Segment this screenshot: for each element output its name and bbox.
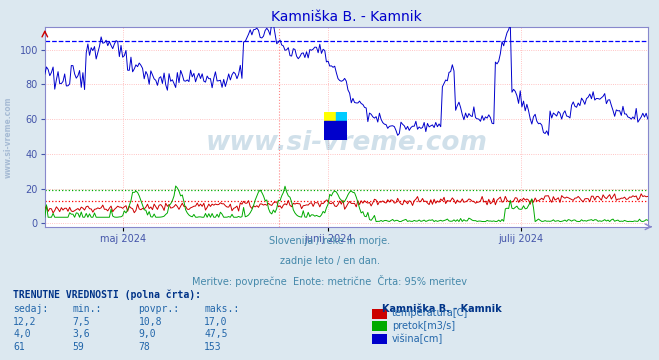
Text: 12,2: 12,2 [13,317,37,327]
Text: Kamniška B. - Kamnik: Kamniška B. - Kamnik [382,304,502,314]
Text: TRENUTNE VREDNOSTI (polna črta):: TRENUTNE VREDNOSTI (polna črta): [13,290,201,300]
Text: sedaj:: sedaj: [13,304,48,314]
Text: 78: 78 [138,342,150,352]
Text: 4,0: 4,0 [13,329,31,339]
Text: pretok[m3/s]: pretok[m3/s] [392,321,455,331]
Text: maks.:: maks.: [204,304,239,314]
Text: 10,8: 10,8 [138,317,162,327]
Title: Kamniška B. - Kamnik: Kamniška B. - Kamnik [271,10,422,24]
Text: Meritve: povprečne  Enote: metrične  Črta: 95% meritev: Meritve: povprečne Enote: metrične Črta:… [192,275,467,287]
Text: 9,0: 9,0 [138,329,156,339]
Text: 61: 61 [13,342,25,352]
Text: 7,5: 7,5 [72,317,90,327]
Text: 153: 153 [204,342,222,352]
Text: povpr.:: povpr.: [138,304,179,314]
Text: Slovenija / reke in morje.: Slovenija / reke in morje. [269,236,390,246]
Text: višina[cm]: višina[cm] [392,333,444,343]
Bar [324,121,347,140]
Text: temperatura[C]: temperatura[C] [392,308,469,318]
Text: 3,6: 3,6 [72,329,90,339]
Bar [324,112,335,121]
Text: www.si-vreme.com: www.si-vreme.com [206,130,487,156]
Text: 47,5: 47,5 [204,329,228,339]
Text: zadnje leto / en dan.: zadnje leto / en dan. [279,256,380,266]
Bar [335,112,347,121]
Text: min.:: min.: [72,304,102,314]
Text: 17,0: 17,0 [204,317,228,327]
Text: www.si-vreme.com: www.si-vreme.com [3,96,13,177]
Text: 59: 59 [72,342,84,352]
